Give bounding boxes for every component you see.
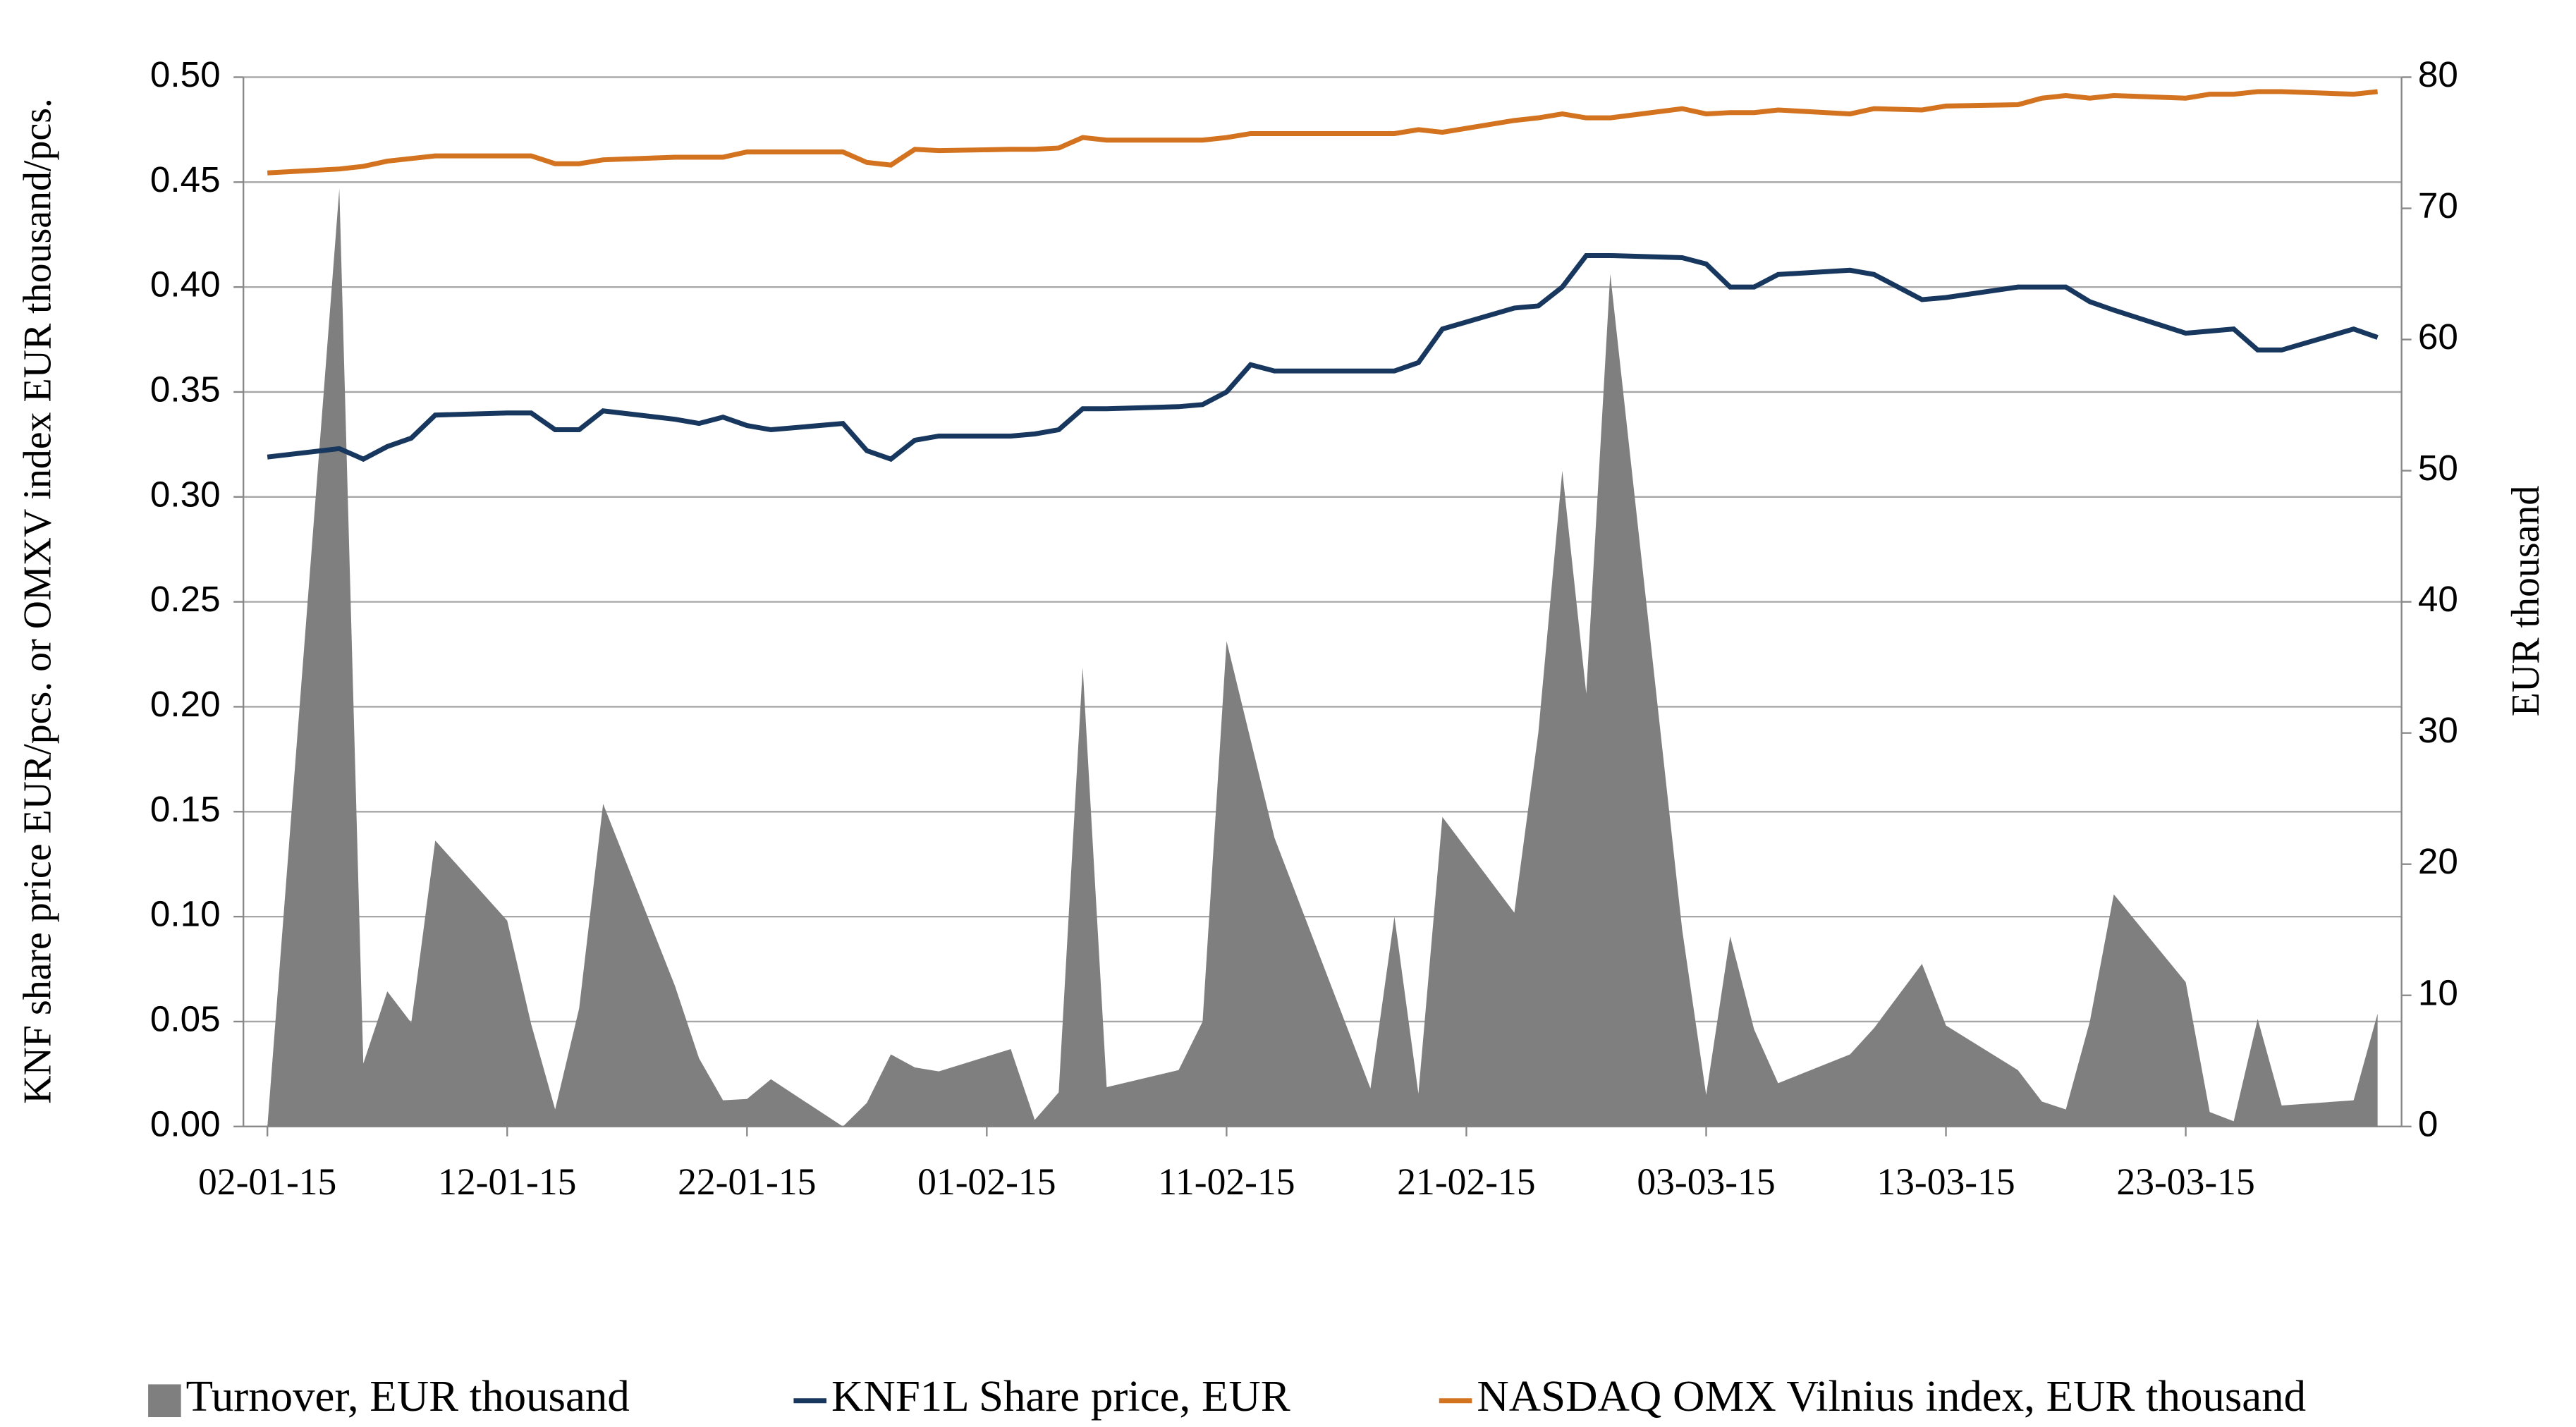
x-tick-label: 11-02-15 — [1158, 1160, 1295, 1203]
y-tick-label: 0.35 — [150, 369, 221, 409]
line — [267, 89, 2379, 176]
y-tick-label: 0.25 — [150, 579, 221, 619]
y2-tick-label: 0 — [2418, 1103, 2438, 1144]
area — [267, 188, 2378, 1127]
y2-tick-label: 40 — [2418, 579, 2458, 619]
y-tick-label: 0.50 — [150, 54, 221, 94]
x-tick-label: 23-03-15 — [2116, 1160, 2254, 1203]
legend-swatch — [148, 1384, 181, 1418]
y-tick-label: 0.00 — [150, 1103, 221, 1144]
x-tick-label: 13-03-15 — [1876, 1160, 2015, 1203]
y2-tick-label: 10 — [2418, 972, 2458, 1012]
x-tick-label: 03-03-15 — [1637, 1160, 1775, 1203]
x-tick-label: 21-02-15 — [1397, 1160, 1535, 1203]
y-axis-title: KNF share price EUR/pcs. or OMXV index E… — [16, 98, 60, 1104]
y-tick-label: 0.10 — [150, 894, 221, 934]
y-tick-label: 0.05 — [150, 998, 221, 1039]
y2-tick-label: 30 — [2418, 710, 2458, 750]
x-tick-label: 12-01-15 — [438, 1160, 576, 1203]
x-tick-label: 22-01-15 — [678, 1160, 816, 1203]
y2-axis-title: EUR thousand — [2504, 486, 2548, 717]
y-tick-label: 0.15 — [150, 789, 221, 829]
legend-label: KNF1L Share price, EUR — [831, 1371, 1290, 1421]
legend-label: NASDAQ OMX Vilnius index, EUR thousand — [1477, 1371, 2306, 1421]
y2-tick-label: 60 — [2418, 317, 2458, 357]
y2-tick-label: 70 — [2418, 185, 2458, 226]
y2-tick-label: 20 — [2418, 841, 2458, 881]
y-tick-label: 0.30 — [150, 474, 221, 514]
line — [267, 252, 2379, 463]
legend-label: Turnover, EUR thousand — [186, 1371, 630, 1421]
y-tick-label: 0.20 — [150, 684, 221, 724]
y-tick-label: 0.45 — [150, 159, 221, 200]
x-tick-label: 02-01-15 — [198, 1160, 336, 1203]
x-tick-label: 01-02-15 — [917, 1160, 1056, 1203]
y-tick-label: 0.40 — [150, 264, 221, 305]
y2-tick-label: 50 — [2418, 448, 2458, 488]
y2-tick-label: 80 — [2418, 54, 2458, 94]
